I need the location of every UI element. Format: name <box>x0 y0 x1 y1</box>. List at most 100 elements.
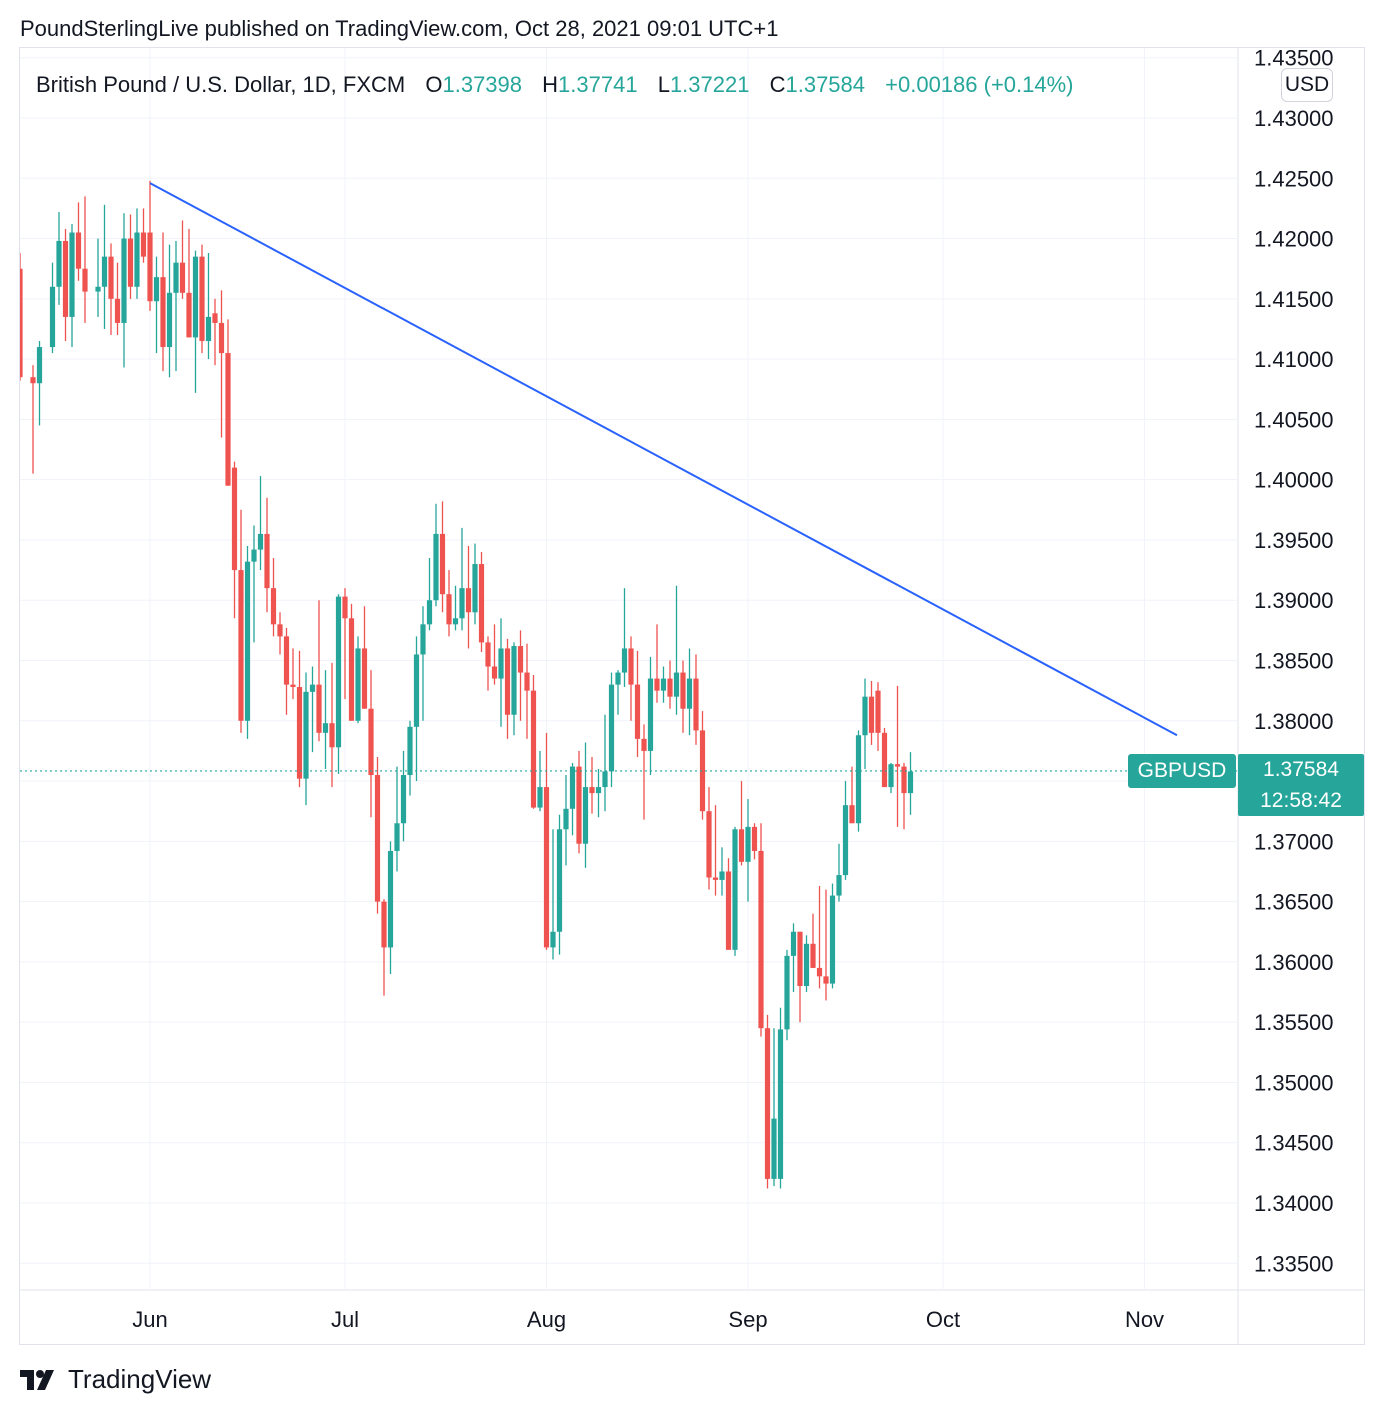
candle-down <box>439 501 446 613</box>
candle-body <box>634 684 641 739</box>
candle-body <box>686 678 693 709</box>
candle-body <box>751 826 758 851</box>
candle-up <box>771 1028 777 1187</box>
candle-up <box>251 525 257 643</box>
candle-body <box>582 787 589 844</box>
candle-body <box>829 895 836 984</box>
candle-down <box>30 365 36 474</box>
candle-body <box>511 646 517 715</box>
candle-down <box>108 243 114 335</box>
candle-body <box>69 232 75 317</box>
candle-down <box>316 600 322 742</box>
candle-up <box>95 238 101 317</box>
candle-down <box>881 728 888 788</box>
candle-down <box>589 756 595 814</box>
candle-body <box>719 871 725 880</box>
candle-body <box>413 654 420 727</box>
candle-body <box>576 766 582 844</box>
tradingview-logo-icon <box>20 1369 54 1390</box>
candle-up <box>602 714 608 812</box>
candle-body <box>745 826 751 862</box>
ohlc-legend: British Pound / U.S. Dollar, 1D, FXCM O1… <box>36 72 1074 98</box>
candle-down <box>524 643 530 739</box>
candle-body <box>738 829 745 862</box>
candle-body <box>277 624 283 637</box>
candle-body <box>452 618 459 625</box>
candle-down <box>901 762 907 830</box>
open-value: 1.37398 <box>442 72 523 97</box>
high-label: H <box>542 72 559 97</box>
candle-down <box>797 931 803 1023</box>
candle-body <box>101 256 108 287</box>
candle-up <box>673 585 680 715</box>
time-tick-label: Sep <box>728 1307 767 1332</box>
overlays <box>20 182 1238 772</box>
candle-down <box>264 497 270 613</box>
candle-up <box>686 648 693 736</box>
candle-body <box>433 533 439 601</box>
candle-body <box>147 232 153 302</box>
candle-body <box>335 596 342 748</box>
trendline <box>149 182 1178 737</box>
candle-down <box>849 766 855 824</box>
close-label: C <box>769 72 786 97</box>
candle-up <box>452 585 459 631</box>
candle-body <box>550 931 556 948</box>
time-tick-label: Nov <box>1125 1307 1164 1332</box>
price-tick-label: 1.43000 <box>1254 106 1334 131</box>
candle-up <box>615 670 621 715</box>
candle-body <box>894 764 901 767</box>
candle-down <box>62 228 69 342</box>
price-tick-label: 1.35500 <box>1254 1010 1334 1035</box>
candle-body <box>173 262 179 293</box>
candle-body <box>673 672 680 697</box>
close-value: 1.37584 <box>785 72 866 97</box>
candle-down <box>329 662 335 788</box>
tradingview-logo[interactable]: TradingView <box>20 1364 211 1395</box>
price-tick-label: 1.37000 <box>1254 829 1334 854</box>
candle-up <box>407 720 413 796</box>
candle-body <box>836 875 842 896</box>
candle-body <box>472 564 478 613</box>
candle-body <box>368 708 374 776</box>
candle-body <box>348 618 355 721</box>
bar-countdown: 12:58:42 <box>1260 789 1342 812</box>
currency-badge[interactable]: USD <box>1281 68 1333 102</box>
candle-up <box>173 240 179 372</box>
candle-body <box>641 738 647 751</box>
candle-body <box>75 232 82 269</box>
candle-up <box>472 543 478 625</box>
candle-body <box>140 232 147 257</box>
candle-body <box>381 901 387 948</box>
candle-down <box>225 319 231 486</box>
candle-body <box>758 850 764 1029</box>
candle-down <box>446 570 452 637</box>
candle-body <box>186 292 192 338</box>
candle-body <box>205 316 212 342</box>
candle-body <box>849 805 855 824</box>
candle-body <box>290 684 296 688</box>
candle-up <box>400 750 407 842</box>
candle-body <box>569 766 576 809</box>
symbol-price-tag: GBPUSD <box>1128 754 1236 788</box>
candle-down <box>231 461 238 619</box>
candle-down <box>680 660 686 733</box>
candle-up <box>569 762 576 836</box>
candle-body <box>121 238 127 323</box>
candle-down <box>543 732 550 950</box>
candle-up <box>595 769 602 818</box>
candle-up <box>862 678 868 769</box>
candle-body <box>199 256 205 342</box>
candle-up <box>413 636 420 782</box>
candle-down <box>699 711 706 820</box>
candle-body <box>660 678 667 691</box>
candle-up <box>192 250 199 393</box>
candle-body <box>485 642 491 667</box>
candle-body <box>95 286 101 292</box>
candle-down <box>868 680 875 745</box>
candle-down <box>114 262 121 335</box>
price-tick-label: 1.39000 <box>1254 588 1334 613</box>
candle-body <box>400 775 407 824</box>
price-tick-label: 1.39500 <box>1254 528 1334 553</box>
